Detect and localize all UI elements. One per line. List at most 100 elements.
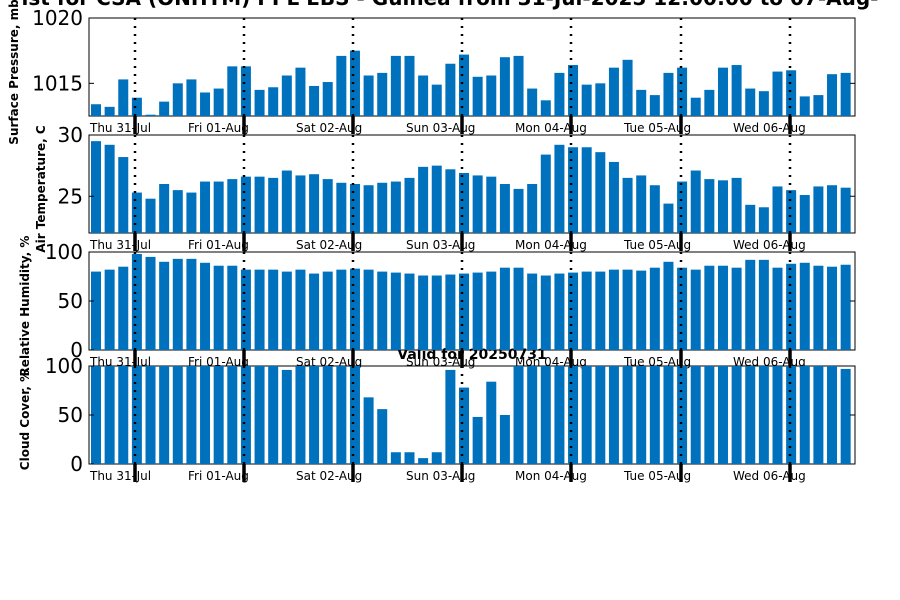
data-bar [131,366,142,464]
data-bar [186,79,197,116]
data-bar [459,387,470,464]
data-bar [745,88,756,116]
data-bar [608,67,619,116]
data-bar [690,97,701,116]
x-day-label: Fri 01-Aug [188,121,249,135]
data-bar [322,366,333,464]
data-bar [336,182,347,233]
figure-title: ist for CSA (ONHTM) PPL EBS - Guinea fro… [22,0,879,10]
data-bar [459,172,470,233]
data-bar [499,267,510,350]
y-tick-label: 1015 [32,71,83,95]
data-bar [227,265,238,350]
data-bar [390,181,401,233]
data-bar [649,185,660,233]
data-bar [581,271,592,350]
data-bar [513,267,524,350]
panel-relative-humidity: 0 50 100 Thu 31-Jul Fri 01-Aug Sat 02-Aug Sun … [18,236,856,377]
x-day-label: Sat 02-Aug [296,238,362,252]
data-bar [813,366,824,464]
data-bar [663,203,674,233]
data-bar [431,84,442,116]
data-bar [91,141,101,233]
data-bar [595,366,606,464]
data-bar [540,275,551,350]
x-day-label: Wed 06-Aug [733,238,806,252]
data-bar [349,184,360,233]
data-bar [731,366,742,464]
data-bar [322,82,333,116]
data-bar [649,366,660,464]
data-bar [186,258,197,350]
data-bar [636,89,647,116]
data-bar [554,273,565,350]
data-bar [254,176,265,233]
y-tick-label: 25 [58,184,83,208]
y-axis-label-humidity: Relative Humidity, % [18,236,32,377]
data-bar [349,366,360,464]
x-day-label: Wed 06-Aug [733,121,806,135]
data-bar [322,179,333,233]
data-bar [568,366,579,464]
data-bar [581,147,592,233]
data-bar [200,181,211,233]
data-bar [118,79,129,116]
data-bar [104,106,115,116]
x-day-label: Tue 05-Aug [623,238,691,252]
data-bar [772,366,783,464]
data-bar [595,152,606,233]
data-bar [731,267,742,350]
data-bar [404,55,415,116]
data-bar [540,154,551,233]
data-bar [172,258,183,350]
data-bar [731,177,742,233]
data-bar [459,54,470,116]
data-bar [636,175,647,233]
data-bar [472,76,483,116]
data-bar [568,272,579,350]
data-bar [254,366,265,464]
data-bar [418,275,429,350]
data-bar [363,185,374,233]
data-bar [690,366,701,464]
data-bar [745,259,756,350]
data-bar [172,366,183,464]
x-day-label: Thu 31-Jul [89,469,151,483]
data-bar [418,166,429,233]
data-bar [663,261,674,350]
data-bar [390,272,401,350]
data-bar [240,366,251,464]
data-bar [131,192,142,233]
data-bar [540,100,551,116]
data-bar [377,409,388,464]
data-bar [527,88,538,116]
data-bar [581,84,592,116]
data-bar [840,187,851,233]
data-bar [363,269,374,350]
data-bar [786,263,797,350]
data-bar [717,265,728,350]
data-bar [336,55,347,116]
data-bar [513,366,524,464]
x-day-label: Fri 01-Aug [188,238,249,252]
data-bar [731,65,742,116]
x-day-label: Thu 31-Jul [89,238,151,252]
data-bar [649,267,660,350]
data-bar [254,269,265,350]
data-bar [799,366,810,464]
data-bar [186,192,197,233]
data-bar [486,176,497,233]
data-bar [172,83,183,116]
data-bar [786,190,797,233]
data-bar [404,452,415,464]
data-bar [268,366,279,464]
data-bar [131,253,142,350]
data-bar [213,88,224,116]
data-bar [349,50,360,116]
x-day-label: Wed 06-Aug [733,469,806,483]
x-day-label: Tue 05-Aug [623,121,691,135]
data-bar [717,67,728,116]
data-bar [268,177,279,233]
data-bar [295,269,306,350]
data-bar [690,170,701,233]
